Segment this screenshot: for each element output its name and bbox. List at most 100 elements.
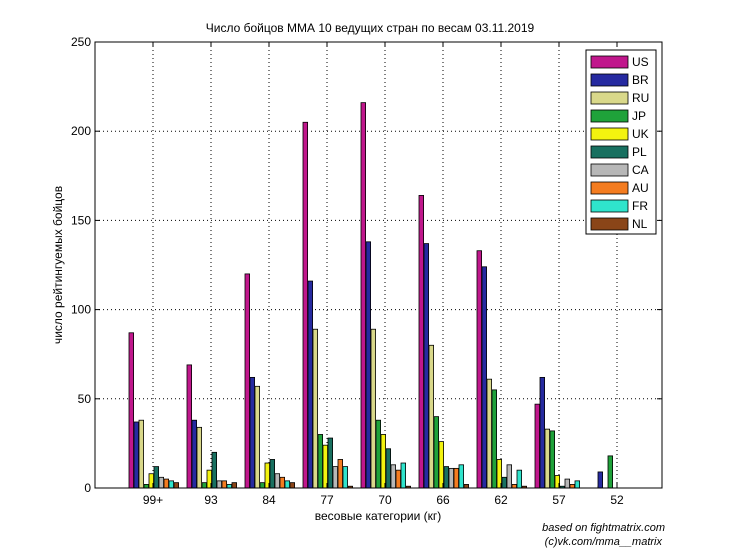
legend-swatch-ru <box>590 91 629 105</box>
bar-br <box>191 419 197 489</box>
y-tick-label: 100 <box>71 303 91 317</box>
bar-pl <box>269 459 275 489</box>
legend-label-uk: UK <box>632 127 649 141</box>
y-ticks: 0 50 100 150 200 250 <box>71 35 662 495</box>
bar-jp <box>259 482 265 489</box>
bar-ca <box>564 478 570 489</box>
bar-br <box>481 266 487 489</box>
legend-label-pl: PL <box>632 145 647 159</box>
bar-us <box>476 250 482 489</box>
x-tick-label: 62 <box>494 493 508 507</box>
bar-jp <box>201 482 207 489</box>
bar-nl <box>289 482 295 489</box>
legend-label-us: US <box>632 55 649 69</box>
x-tick-label: 57 <box>552 493 566 507</box>
bar-fr <box>168 480 174 489</box>
y-axis-label: число рейтингуемых бойцов <box>51 186 65 344</box>
bar-jp <box>317 434 323 489</box>
y-tick-label: 50 <box>78 392 92 406</box>
plot-frame <box>94 41 663 489</box>
bar-au <box>453 467 459 489</box>
legend-label-fr: FR <box>632 199 648 213</box>
bar-au <box>337 459 343 489</box>
bar-br <box>365 241 371 489</box>
y-tick-label: 250 <box>71 35 91 49</box>
legend-swatch-us <box>590 55 629 69</box>
bar-fr <box>226 484 232 489</box>
bar-nl <box>231 482 237 489</box>
bar-au <box>395 469 401 489</box>
bar-ru <box>196 426 202 489</box>
bars <box>128 102 613 489</box>
y-tick-label: 200 <box>71 124 91 138</box>
legend-label-jp: JP <box>632 109 646 123</box>
bar-ru <box>312 328 318 489</box>
bar-fr <box>284 480 290 489</box>
legend-swatch-nl <box>590 217 629 231</box>
bar-br <box>249 376 255 489</box>
bar-nl <box>463 484 469 489</box>
bar-ru <box>370 328 376 489</box>
bar-ca <box>506 464 512 489</box>
bar-us <box>128 332 134 489</box>
bar-ca <box>448 467 454 489</box>
bar-ru <box>428 344 434 489</box>
bar-us <box>244 273 250 489</box>
bar-ru <box>486 378 492 489</box>
x-axis-label: весовые категории (кг) <box>315 509 442 523</box>
bar-ca <box>332 466 338 489</box>
bar-br <box>307 280 313 489</box>
legend-swatch-ca <box>590 163 629 177</box>
legend-label-au: AU <box>632 181 649 195</box>
legend-swatch-jp <box>590 109 629 123</box>
bar-us <box>418 195 424 489</box>
bar-ca <box>390 464 396 489</box>
credit-line-1: based on fightmatrix.com <box>542 522 665 534</box>
bar-uk <box>380 434 386 489</box>
bar-us <box>302 121 308 489</box>
grid <box>95 42 662 488</box>
bar-fr <box>458 464 464 489</box>
bar-au <box>569 484 575 489</box>
bar-jp <box>607 455 613 489</box>
bar-pl <box>153 466 159 489</box>
legend-swatch-pl <box>590 145 629 159</box>
bar-fr <box>574 480 580 489</box>
bar-au <box>221 480 227 489</box>
bar-br <box>133 421 139 489</box>
bar-us <box>186 364 192 489</box>
bar-pl <box>385 448 391 489</box>
credit-line-2: (c)vk.com/mma__matrix <box>545 536 663 548</box>
chart-title: Число бойцов ММА 10 ведущих стран по вес… <box>206 21 535 35</box>
bar-ru <box>544 428 550 489</box>
bar-br <box>539 376 545 489</box>
legend-swatch-uk <box>590 127 629 141</box>
legend-label-ca: CA <box>632 163 649 177</box>
legend: US BR RU JP UK PL CA AU FR NL <box>585 49 657 235</box>
bar-au <box>279 476 285 489</box>
bar-pl <box>327 437 333 489</box>
bar-us <box>534 403 540 489</box>
bar-ca <box>216 480 222 489</box>
legend-label-ru: RU <box>632 91 649 105</box>
bar-ru <box>138 419 144 489</box>
bar-ca <box>158 476 164 489</box>
legend-swatch-br <box>590 73 629 87</box>
x-tick-label: 99+ <box>143 493 163 507</box>
legend-label-nl: NL <box>632 217 648 231</box>
bar-br <box>597 471 603 489</box>
bar-ru <box>254 385 260 489</box>
x-tick-label: 70 <box>378 493 392 507</box>
bar-uk <box>322 444 328 489</box>
bar-jp <box>491 389 497 489</box>
bar-br <box>423 243 429 489</box>
bar-ca <box>274 473 280 489</box>
bar-jp <box>375 419 381 489</box>
x-tick-label: 84 <box>262 493 276 507</box>
bar-jp <box>143 484 149 489</box>
y-tick-label: 0 <box>84 481 91 495</box>
bar-nl <box>173 482 179 489</box>
bar-us <box>360 102 366 489</box>
bar-jp <box>433 416 439 489</box>
